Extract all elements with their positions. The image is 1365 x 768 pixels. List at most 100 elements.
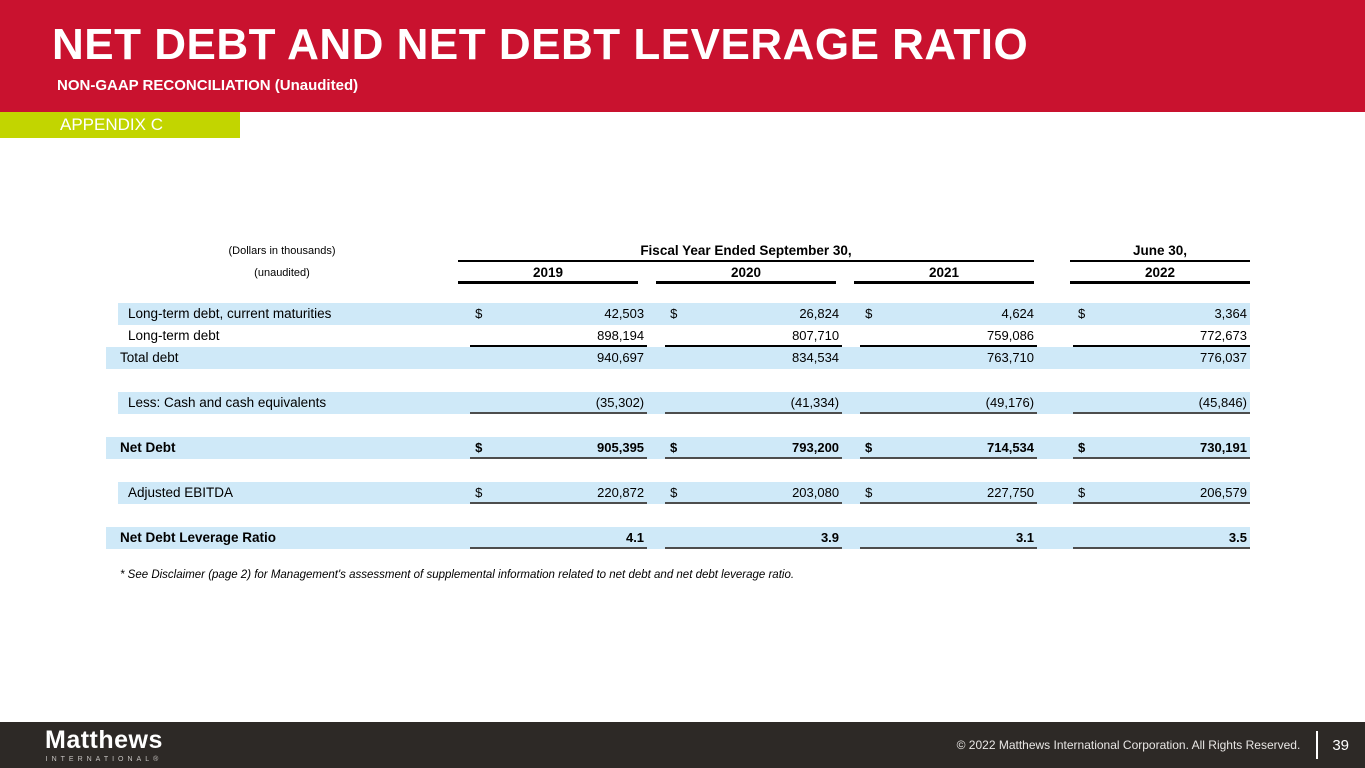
value-cell: (49,176) (860, 392, 1038, 414)
value-cell: 807,710 (665, 325, 843, 347)
cell-value: 793,200 (792, 440, 840, 455)
row-label: Long-term debt, current maturities (128, 306, 332, 321)
dollar-sign: $ (475, 306, 483, 321)
cell-value: 940,697 (597, 350, 645, 365)
dollar-sign: $ (865, 306, 873, 321)
value-cell: $203,080 (665, 482, 843, 504)
cell-value: 807,710 (792, 328, 840, 343)
value-cell: $714,534 (860, 437, 1038, 459)
dollar-sign: $ (670, 440, 678, 455)
appendix-label: APPENDIX C (0, 112, 240, 138)
cell-value: 203,080 (792, 485, 840, 500)
footer-right-group: © 2022 Matthews International Corporatio… (957, 731, 1365, 759)
cell-value: 220,872 (597, 485, 645, 500)
cell-value: 834,534 (792, 350, 840, 365)
year-column-header: 2021 (854, 262, 1034, 284)
table-header-year-row: (unaudited) 2019 2020 2021 2022 (106, 262, 1250, 284)
cell-value: 905,395 (597, 440, 645, 455)
dollar-sign: $ (670, 485, 678, 500)
dollar-sign: $ (1078, 485, 1086, 500)
dollar-sign: $ (475, 485, 483, 500)
year-column-header: 2020 (656, 262, 836, 284)
cell-value: 730,191 (1200, 440, 1247, 455)
logo-tagline: INTERNATIONAL® (45, 755, 163, 763)
value-cell: 772,673 (1073, 325, 1250, 347)
copyright-text: © 2022 Matthews International Corporatio… (956, 738, 1301, 752)
value-cell: $220,872 (470, 482, 648, 504)
financial-table: (Dollars in thousands) Fiscal Year Ended… (106, 240, 1250, 549)
dollar-sign: $ (475, 440, 483, 455)
dollar-sign: $ (865, 440, 873, 455)
cell-value: (41,334) (790, 395, 840, 410)
value-cell: $4,624 (860, 303, 1037, 325)
value-cell: 3.5 (1073, 527, 1250, 549)
row-label: Net Debt Leverage Ratio (120, 530, 277, 545)
footer-divider (1316, 731, 1319, 759)
row-label: Less: Cash and cash equivalents (128, 395, 327, 410)
dollar-sign: $ (1078, 306, 1086, 321)
row-label: Total debt (120, 350, 179, 365)
cell-value: 714,534 (987, 440, 1035, 455)
cell-value: 898,194 (597, 328, 645, 343)
financial-table-rows: Long-term debt, current maturities $42,50… (106, 303, 1250, 549)
table-row: Less: Cash and cash equivalents (35,302) (… (118, 392, 1250, 414)
value-cell: $3,364 (1073, 303, 1250, 325)
cell-value: 3.5 (1228, 530, 1247, 545)
cell-value: 227,750 (987, 485, 1035, 500)
value-cell: 763,710 (860, 347, 1037, 369)
value-cell: 940,697 (470, 347, 647, 369)
cell-value: 776,037 (1200, 350, 1247, 365)
fiscal-year-group-header: Fiscal Year Ended September 30, (458, 240, 1034, 262)
header-banner: NET DEBT AND NET DEBT LEVERAGE RATIO NON… (0, 0, 1365, 112)
slide-footer: Matthews INTERNATIONAL® © 2022 Matthews … (0, 722, 1365, 768)
value-cell: $905,395 (470, 437, 648, 459)
value-cell: 759,086 (860, 325, 1038, 347)
value-cell: (41,334) (665, 392, 843, 414)
dollar-sign: $ (865, 485, 873, 500)
cell-value: (35,302) (595, 395, 645, 410)
cell-value: (45,846) (1198, 395, 1247, 410)
table-row: Net Debt $905,395 $793,200 $714,534 $730,191 (106, 437, 1250, 459)
june-group-header: June 30, (1070, 240, 1250, 262)
table-header-group-row: (Dollars in thousands) Fiscal Year Ended… (106, 240, 1250, 262)
row-label: Long-term debt (128, 328, 220, 343)
unit-note: (Dollars in thousands) (228, 245, 336, 257)
cell-value: 42,503 (604, 306, 645, 321)
disclaimer-footnote: * See Disclaimer (page 2) for Management… (120, 569, 795, 581)
audit-note: (unaudited) (254, 267, 310, 279)
cell-value: 3,364 (1214, 306, 1247, 321)
table-row: Long-term debt 898,194 807,710 759,086 772,6… (118, 325, 1250, 347)
cell-value: 3.9 (820, 530, 840, 545)
row-label: Adjusted EBITDA (128, 485, 234, 500)
value-cell: 3.9 (665, 527, 843, 549)
cell-value: 759,086 (987, 328, 1035, 343)
value-cell: (45,846) (1073, 392, 1250, 414)
year-column-header: 2022 (1070, 262, 1250, 284)
cell-value: 3.1 (1015, 530, 1035, 545)
table-row: Adjusted EBITDA $220,872 $203,080 $227,750 $… (118, 482, 1250, 504)
value-cell: (35,302) (470, 392, 648, 414)
table-spacer (106, 459, 1250, 482)
table-spacer (106, 414, 1250, 437)
value-cell: $793,200 (665, 437, 843, 459)
value-cell: $26,824 (665, 303, 842, 325)
matthews-logo: Matthews INTERNATIONAL® (45, 725, 163, 763)
value-cell: $42,503 (470, 303, 647, 325)
dollar-sign: $ (670, 306, 678, 321)
value-cell: 776,037 (1073, 347, 1250, 369)
cell-value: 763,710 (987, 350, 1035, 365)
value-cell: 834,534 (665, 347, 842, 369)
cell-value: 772,673 (1199, 328, 1247, 343)
cell-value: 26,824 (799, 306, 840, 321)
slide-title: NET DEBT AND NET DEBT LEVERAGE RATIO (52, 20, 1029, 69)
page-number: 39 (1332, 736, 1349, 754)
value-cell: $730,191 (1073, 437, 1250, 459)
year-column-header: 2019 (458, 262, 638, 284)
table-row: Long-term debt, current maturities $42,50… (118, 303, 1250, 325)
table-spacer (106, 369, 1250, 392)
logo-wordmark: Matthews (45, 725, 163, 754)
dollar-sign: $ (1078, 440, 1086, 455)
row-label: Net Debt (120, 440, 176, 455)
value-cell: 4.1 (470, 527, 648, 549)
